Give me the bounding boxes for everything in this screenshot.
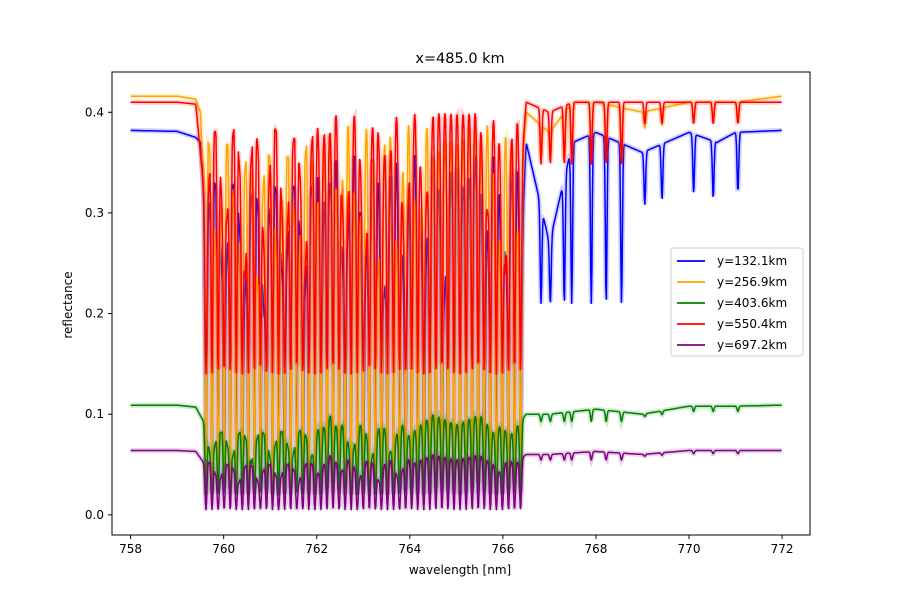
y-tick-label: 0.2 bbox=[85, 307, 104, 321]
x-tick-label: 766 bbox=[491, 542, 514, 556]
y-axis: 0.0 0.1 0.2 0.3 0.4 bbox=[85, 105, 112, 522]
legend: y=132.1km y=256.9km y=403.6km y=550.4km y=69… bbox=[670, 247, 804, 357]
x-axis-label: wavelength [nm] bbox=[409, 563, 511, 577]
x-tick-label: 768 bbox=[584, 542, 607, 556]
x-tick-label: 772 bbox=[771, 542, 794, 556]
legend-box bbox=[670, 247, 804, 357]
chart-title: x=485.0 km bbox=[415, 51, 504, 67]
legend-label: y=550.4km bbox=[717, 317, 787, 331]
legend-label: y=403.6km bbox=[717, 296, 787, 310]
y-axis-label: reflectance bbox=[61, 271, 75, 338]
y-tick-label: 0.0 bbox=[85, 508, 104, 522]
x-tick-label: 758 bbox=[119, 542, 142, 556]
x-tick-label: 764 bbox=[398, 542, 421, 556]
plot-frame bbox=[111, 71, 811, 536]
series-line-y=550.4km bbox=[130, 101, 782, 375]
legend-label: y=132.1km bbox=[717, 254, 787, 268]
y-tick-label: 0.3 bbox=[85, 206, 104, 220]
x-tick-label: 762 bbox=[305, 542, 328, 556]
y-tick-label: 0.1 bbox=[85, 407, 104, 421]
legend-label: y=256.9km bbox=[717, 275, 787, 289]
series-line-y=697.2km bbox=[130, 449, 782, 511]
y-tick-label: 0.4 bbox=[85, 105, 104, 119]
x-tick-label: 760 bbox=[212, 542, 235, 556]
x-tick-label: 770 bbox=[678, 542, 701, 556]
legend-label: y=697.2km bbox=[717, 338, 787, 352]
x-axis: 758 760 762 764 766 768 770 772 bbox=[119, 535, 794, 556]
series-line-y=403.6km bbox=[130, 404, 782, 496]
plot-area bbox=[111, 71, 811, 536]
